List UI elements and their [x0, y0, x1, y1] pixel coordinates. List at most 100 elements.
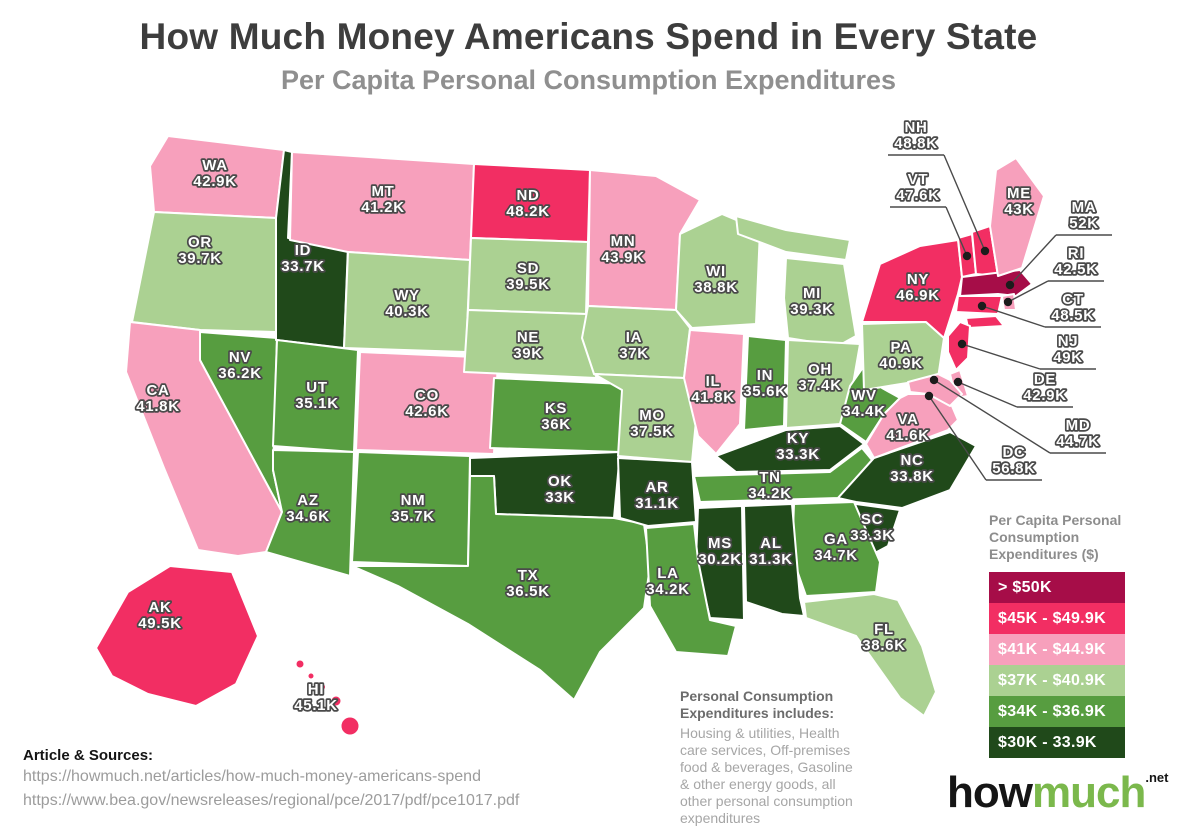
callout-line-DE	[957, 381, 1018, 408]
callout-line-DC	[928, 395, 987, 481]
page-title: How Much Money Americans Spend in Every …	[139, 16, 1038, 57]
state-label-MO: MO 37.5K	[630, 407, 674, 440]
pce-note-body-line: expenditures	[680, 810, 761, 826]
state-label-PA: PA 40.9K	[879, 339, 923, 372]
state-label-TX: TX 36.5K	[506, 567, 550, 600]
sources: Article & Sources: https://howmuch.net/a…	[23, 747, 519, 812]
state-shape-HI	[295, 659, 305, 669]
state-label-IL: IL 41.8K	[691, 373, 735, 406]
callout-line-RI	[1007, 280, 1049, 303]
pce-note-title: Personal Consumption Expenditures includ…	[680, 688, 875, 722]
callout-line-VT	[945, 206, 968, 257]
callout-label-MA: MA 52K	[1069, 199, 1099, 232]
state-label-OH: OH 37.4K	[798, 361, 842, 394]
state-label-GA: GA 34.7K	[814, 531, 858, 564]
callout-line-MD	[933, 379, 1051, 454]
state-shape-AL	[743, 503, 805, 617]
callout-label-NJ: NJ 49K	[1053, 333, 1083, 366]
logo-net-suffix: .net	[1145, 770, 1169, 785]
state-label-ID: ID 33.7K	[281, 242, 325, 275]
state-label-WY: WY 40.3K	[385, 287, 429, 320]
state-shape-CO	[355, 351, 499, 455]
state-shape-HI	[318, 683, 326, 691]
pce-note: Personal Consumption Expenditures includ…	[680, 688, 875, 827]
state-label-VA: VA 41.6K	[886, 411, 930, 444]
pce-note-body-line: food & beverages, Gasoline	[680, 759, 853, 775]
state-label-MN: MN 43.9K	[601, 233, 645, 266]
legend-item-30k-33k: $30K - 33.9K	[989, 727, 1125, 758]
state-label-CA: CA 41.8K	[136, 382, 180, 415]
howmuch-logo[interactable]: howmuch.net	[947, 768, 1168, 818]
state-label-ND: ND 48.2K	[506, 187, 550, 220]
legend-title: Per Capita Personal Consumption Expendit…	[989, 512, 1125, 563]
source-link-howmuch[interactable]: https://howmuch.net/articles/how-much-mo…	[23, 768, 481, 785]
state-label-NV: NV 36.2K	[218, 349, 262, 382]
callout-dot-MA	[1005, 280, 1015, 290]
legend-item-over-50k: > $50K	[989, 572, 1125, 603]
callout-line-MA	[1009, 234, 1057, 286]
callout-line-NH	[943, 154, 986, 252]
state-shape-TX	[351, 475, 651, 701]
state-shape-HI	[340, 716, 360, 736]
legend-title-line: Consumption	[989, 529, 1080, 545]
legend-title-line: Per Capita Personal	[989, 512, 1122, 528]
state-label-KS: KS 36K	[541, 400, 571, 433]
state-shape-MI	[735, 215, 851, 261]
callout-label-MD: MD 44.7K	[1056, 417, 1100, 450]
state-shape-MD	[907, 373, 963, 407]
state-label-CO: CO 42.6K	[405, 387, 449, 420]
callout-label-VT: VT 47.6K	[896, 171, 940, 204]
state-shape-WI	[675, 213, 761, 329]
state-label-WA: WA 42.9K	[193, 157, 237, 190]
state-label-UT: UT 35.1K	[295, 379, 339, 412]
callout-dot-VT	[962, 251, 972, 261]
state-shape-OR	[131, 211, 277, 333]
pce-note-body-line: Housing & utilities, Health	[680, 725, 840, 741]
state-label-ME: ME 43K	[1004, 185, 1034, 218]
pce-note-body-line: & other energy goods, all	[680, 776, 836, 792]
pce-note-title-line: Expenditures includes:	[680, 705, 835, 721]
state-label-MT: MT 41.2K	[361, 183, 405, 216]
legend: Per Capita Personal Consumption Expendit…	[989, 512, 1125, 758]
state-label-NE: NE 39K	[513, 329, 543, 362]
sources-heading: Article & Sources:	[23, 747, 154, 764]
state-shape-HI	[307, 672, 315, 680]
source-link-bea[interactable]: https://www.bea.gov/newsreleases/regiona…	[23, 792, 520, 809]
state-label-SC: SC 33.3K	[850, 511, 894, 544]
callout-line-CT	[981, 305, 1046, 328]
callout-dot-MD	[929, 375, 939, 385]
callout-line-NJ	[961, 343, 1041, 370]
header: How Much Money Americans Spend in Every …	[0, 16, 1177, 96]
state-label-FL: FL 38.6K	[862, 621, 906, 654]
state-label-NM: NM 35.7K	[391, 492, 435, 525]
state-shape-AZ	[265, 449, 355, 577]
state-label-KY: KY 33.3K	[776, 430, 820, 463]
state-label-AZ: AZ 34.6K	[286, 492, 330, 525]
callout-dot-RI	[1003, 297, 1013, 307]
state-label-MS: MS 30.2K	[698, 535, 742, 568]
state-label-WV: WV 34.4K	[842, 387, 886, 420]
state-label-AL: AL 31.3K	[749, 535, 793, 568]
state-shape-AR	[617, 457, 697, 527]
callout-dot-CT	[977, 301, 987, 311]
state-label-NC: NC 33.8K	[890, 452, 934, 485]
state-label-WI: WI 38.8K	[694, 263, 738, 296]
state-shape-NY	[965, 315, 1005, 329]
legend-item-37k-40k: $37K - $40.9K	[989, 665, 1125, 696]
state-label-AR: AR 31.1K	[635, 479, 679, 512]
legend-item-34k-36k: $34K - $36.9K	[989, 696, 1125, 727]
pce-note-body-line: care services, Off-premises	[680, 742, 851, 758]
logo-much: much	[1031, 768, 1146, 817]
state-label-MI: MI 39.3K	[790, 285, 834, 318]
pce-note-body-line: other personal consumption	[680, 793, 853, 809]
logo-how: how	[947, 768, 1033, 817]
state-label-OK: OK 33K	[545, 473, 575, 506]
state-label-AK: AK 49.5K	[138, 599, 182, 632]
legend-item-41k-44k: $41K - $44.9K	[989, 634, 1125, 665]
state-label-HI: HI 45.1K	[294, 681, 338, 714]
callout-label-DC: DC 56.8K	[992, 444, 1036, 477]
callout-dot-DE	[953, 377, 963, 387]
callout-label-NH: NH 48.8K	[894, 119, 938, 152]
page-subtitle: Per Capita Personal Consumption Expendit…	[280, 65, 897, 95]
